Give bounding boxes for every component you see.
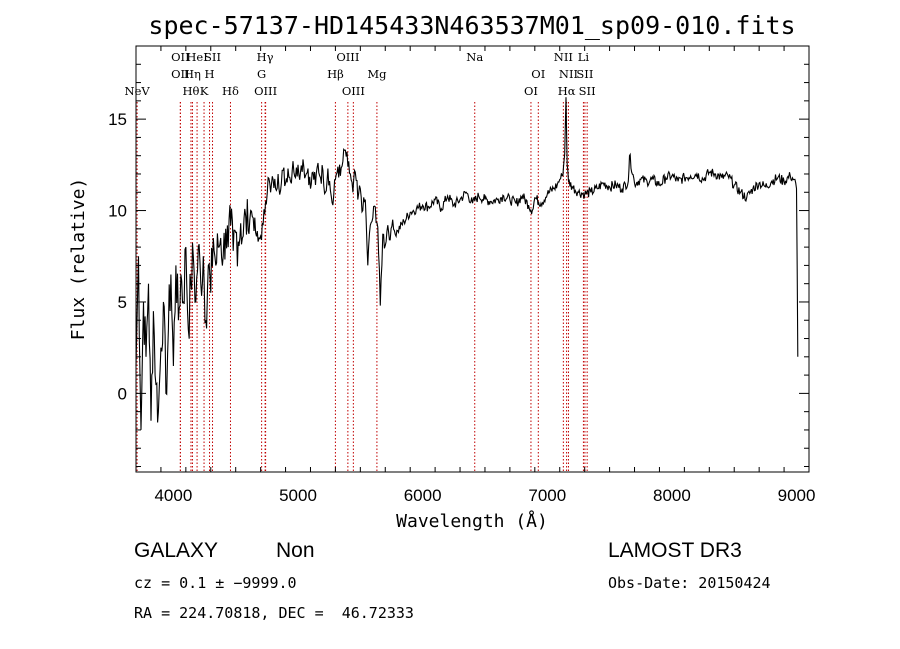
emission-line-label: OII xyxy=(171,50,190,64)
emission-line-label: SII xyxy=(579,84,596,98)
emission-line-label: Hγ xyxy=(257,50,274,64)
emission-line-label: HeI xyxy=(186,50,207,64)
x-tick-label: 9000 xyxy=(778,486,816,505)
x-tick-label: 6000 xyxy=(404,486,442,505)
y-tick-label: 10 xyxy=(108,202,127,221)
emission-line-label: OI xyxy=(531,67,545,81)
emission-line-label: OIII xyxy=(342,84,365,98)
emission-line-label: Mg xyxy=(367,67,387,81)
chart-title: spec-57137-HD145433N463537M01_sp09-010.f… xyxy=(148,11,795,40)
emission-line-label: OII xyxy=(171,67,190,81)
emission-line-label: SII xyxy=(576,67,593,81)
y-tick-label: 0 xyxy=(118,384,127,403)
emission-line-label: OI xyxy=(524,84,538,98)
emission-line-label: OIII xyxy=(254,84,277,98)
object-class: GALAXY xyxy=(134,539,219,562)
x-tick-label: 5000 xyxy=(279,486,317,505)
emission-line-label: NII xyxy=(554,50,573,64)
axis-ticks: 4000 5000 6000 7000 8000 9000 0 5 10 15 xyxy=(108,45,816,505)
y-tick-label: 5 xyxy=(118,293,127,312)
x-axis-label: Wavelength (Å) xyxy=(396,510,548,532)
emission-lines xyxy=(136,102,588,472)
survey-label: LAMOST DR3 xyxy=(608,539,742,562)
x-tick-label: 7000 xyxy=(528,486,566,505)
emission-line-label: NeV xyxy=(125,84,151,98)
emission-line-label: Hβ xyxy=(327,67,344,81)
x-tick-label: 8000 xyxy=(653,486,691,505)
emission-line-labels: NeV OII OII Hθ Hη HeI KH SII Hδ G OIII Hγ Hβ OIII OIII… xyxy=(125,50,596,98)
emission-line-label: NII xyxy=(559,67,578,81)
coordinates-readout: RA = 224.70818, DEC = 46.72333 xyxy=(134,604,414,622)
emission-line-label: Li xyxy=(578,50,590,64)
spectrum-series-line xyxy=(135,97,799,430)
y-tick-label: 15 xyxy=(108,110,127,129)
emission-line-label: G xyxy=(257,67,266,81)
emission-line-label: Hη xyxy=(184,67,201,81)
emission-line-label: Hθ xyxy=(182,84,199,98)
emission-line-label: H xyxy=(205,67,215,81)
emission-line-label: Na xyxy=(466,50,483,64)
y-axis-label: Flux (relative) xyxy=(68,178,89,341)
emission-line-label: K xyxy=(200,84,209,98)
plot-frame xyxy=(135,45,810,473)
object-subclass: Non xyxy=(276,539,315,562)
redshift-readout: cz = 0.1 ± −9999.0 xyxy=(134,574,297,592)
emission-line-label: Hδ xyxy=(222,84,239,98)
emission-line-label: OIII xyxy=(336,50,359,64)
emission-line-label: SII xyxy=(204,50,221,64)
emission-line-label: Hα xyxy=(558,84,576,98)
x-tick-label: 4000 xyxy=(154,486,192,505)
observation-date: Obs-Date: 20150424 xyxy=(608,574,771,592)
